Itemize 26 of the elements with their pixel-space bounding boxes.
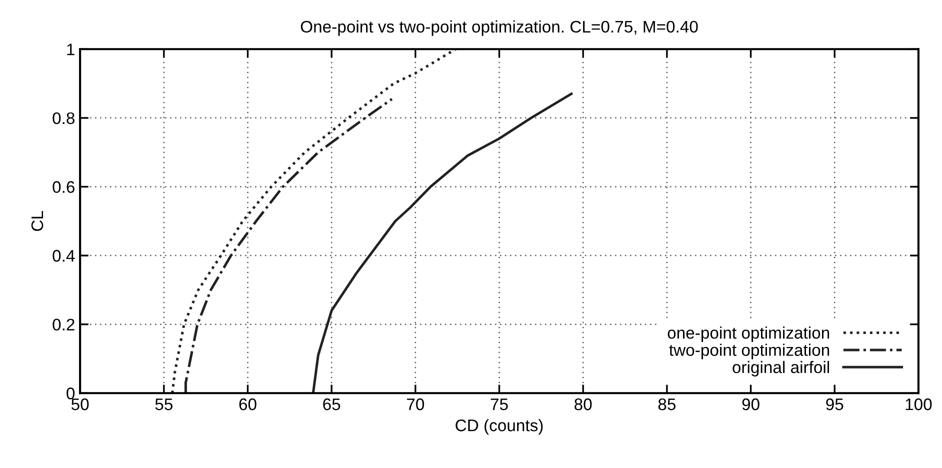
legend-label: one-point optimization — [668, 326, 830, 342]
x-tick-label: 55 — [155, 398, 172, 410]
legend-label: original airfoil — [732, 360, 830, 376]
y-tick-label: 1 — [67, 44, 74, 56]
chart-title: One-point vs two-point optimization. CL=0.75, M=0.40 — [300, 20, 698, 36]
y-axis-title: CL — [31, 211, 44, 231]
y-tick-label: 0.8 — [52, 112, 74, 124]
x-tick-label: 65 — [323, 398, 340, 410]
x-tick-label: 85 — [658, 398, 676, 410]
x-tick-label: 90 — [742, 398, 760, 410]
x-tick-label: 75 — [490, 398, 508, 410]
x-tick-label: 95 — [826, 398, 844, 410]
y-tick-label: 0.4 — [52, 250, 75, 262]
legend-label: two-point optimization — [669, 344, 830, 360]
y-tick-label: 0.6 — [52, 181, 74, 193]
line-series — [312, 92, 573, 394]
line-series — [171, 49, 457, 394]
line-series — [184, 98, 394, 394]
y-tick-label: 0 — [66, 388, 75, 400]
y-tick-label: 0.2 — [52, 318, 74, 331]
x-tick-label: 100 — [906, 398, 932, 410]
x-tick-label: 60 — [239, 398, 256, 410]
x-tick-label: 50 — [71, 398, 89, 410]
x-axis-title: CD (counts) — [456, 419, 543, 435]
x-tick-label: 70 — [407, 398, 424, 410]
x-tick-label: 80 — [574, 398, 592, 410]
